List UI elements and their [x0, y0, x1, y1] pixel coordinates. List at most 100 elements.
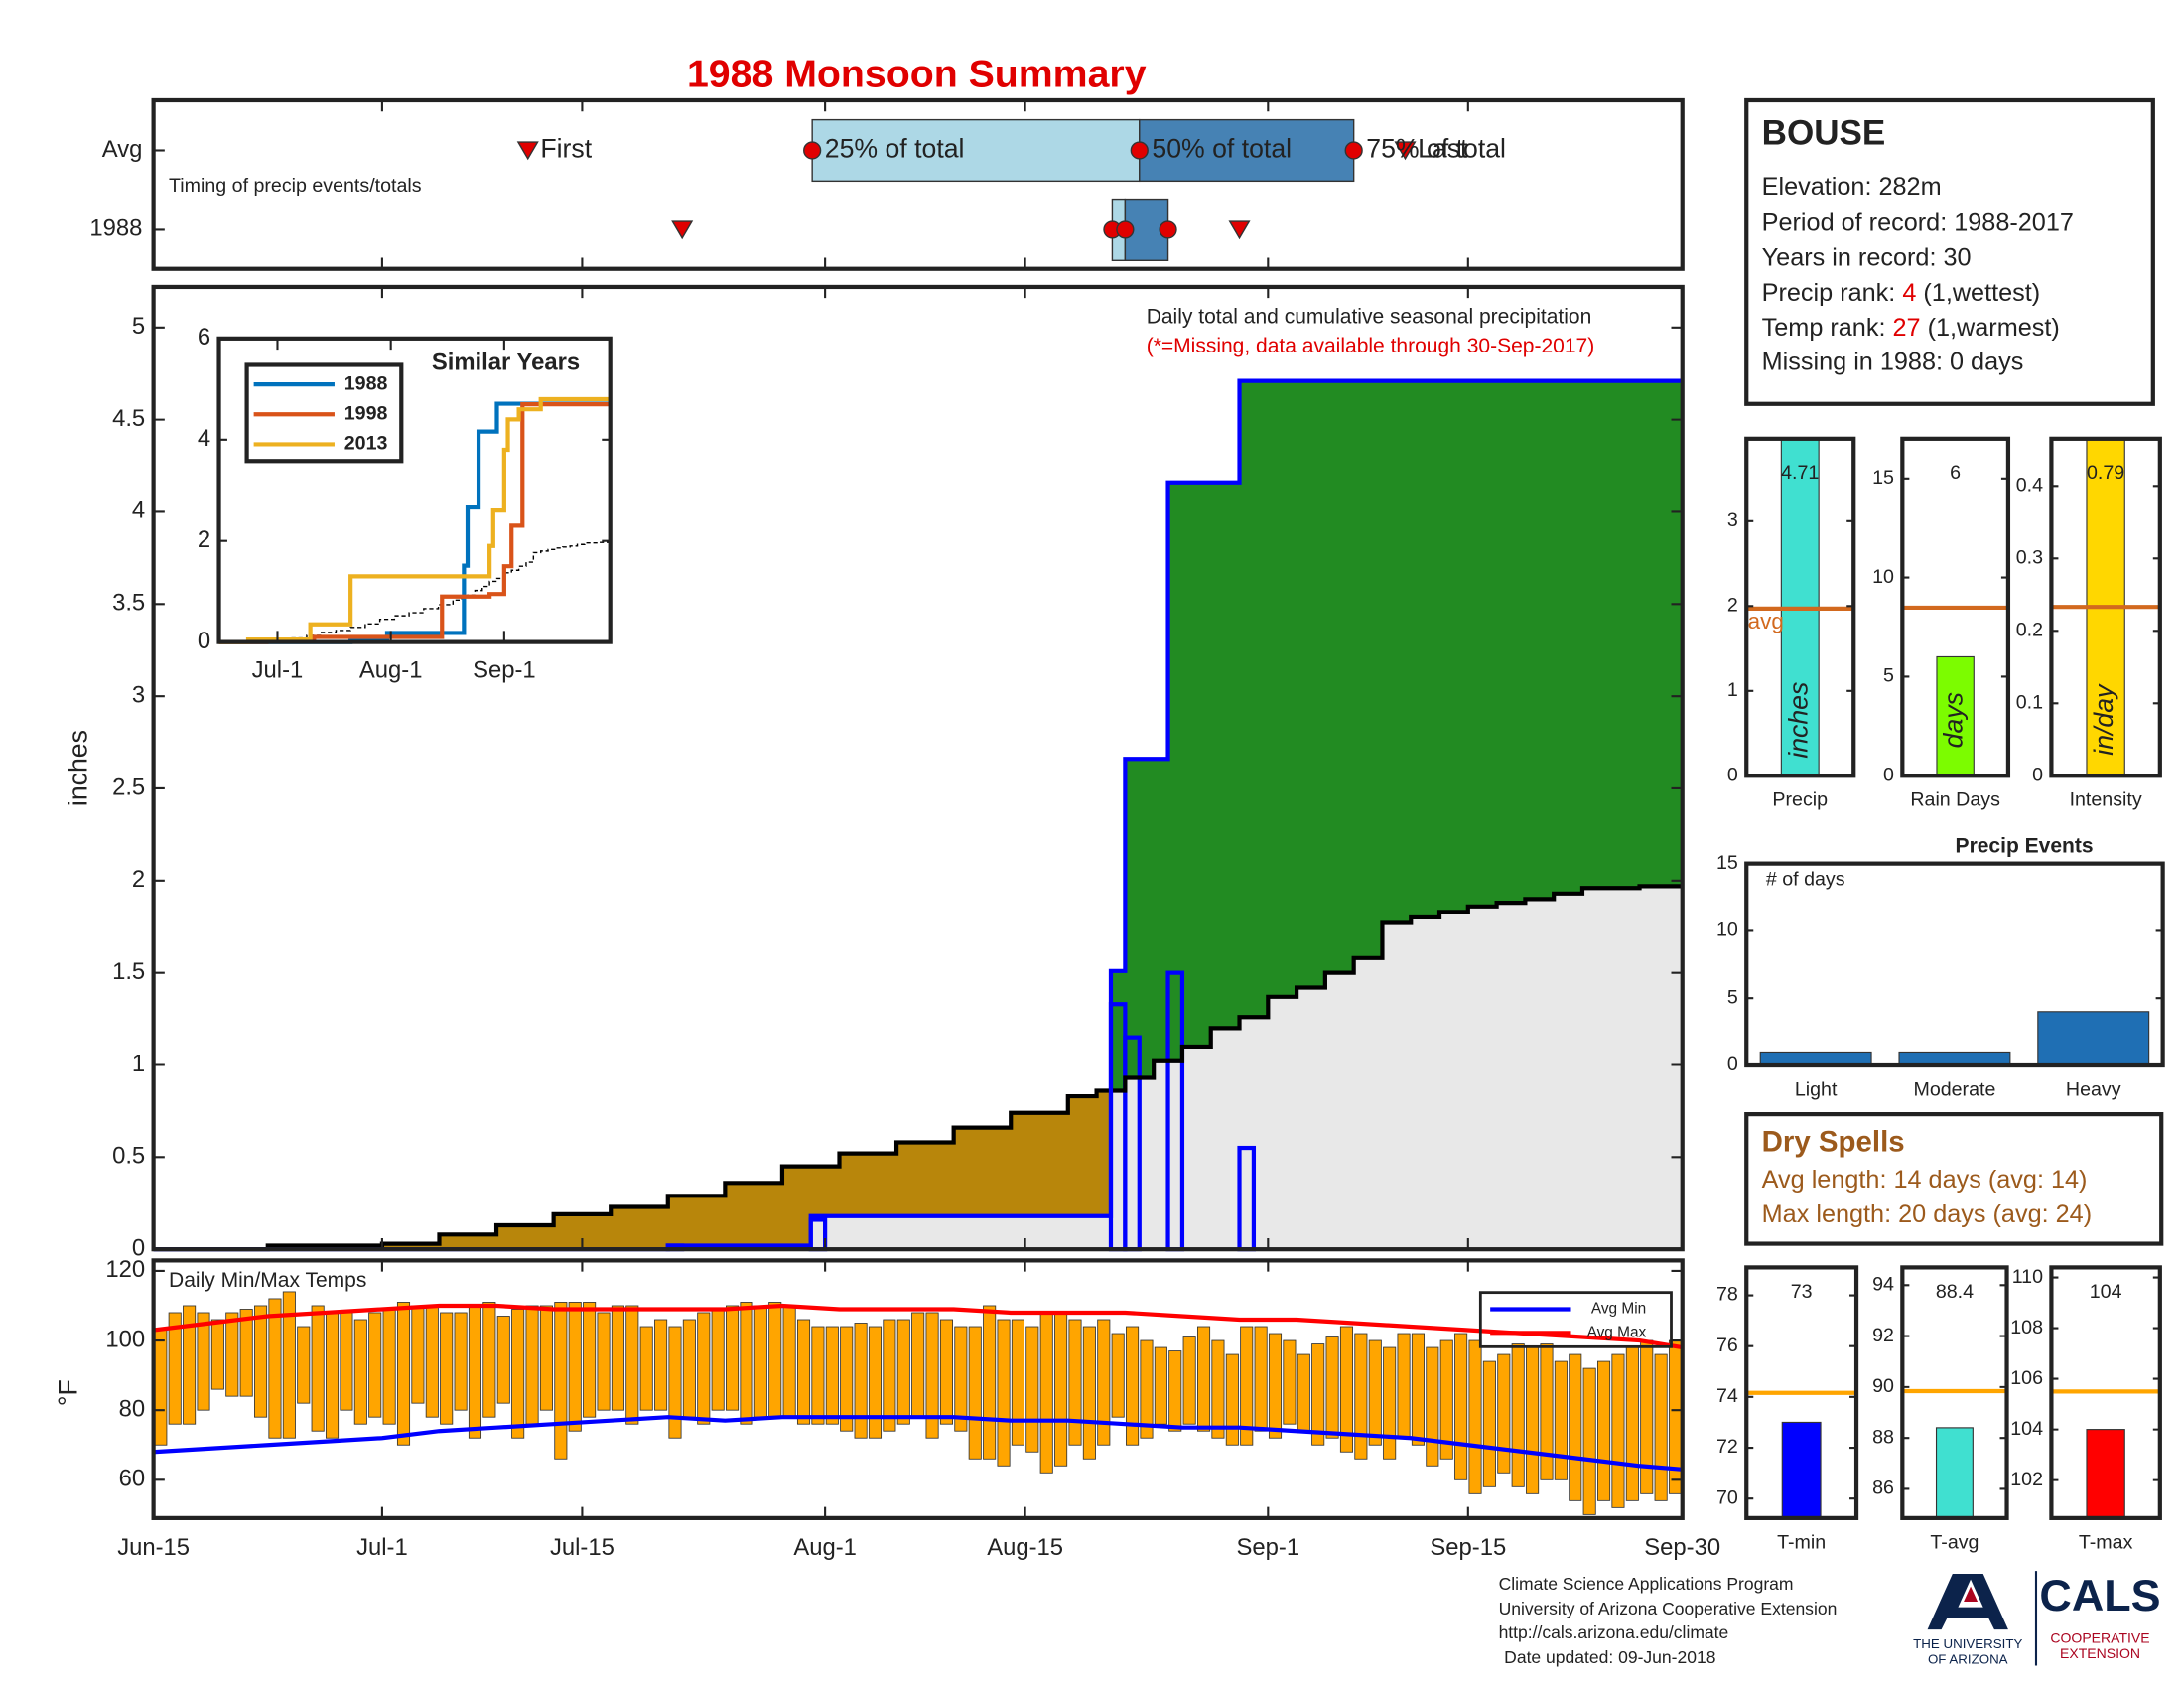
temp-bar — [1654, 1353, 1668, 1501]
value-label: 104 — [2090, 1281, 2122, 1303]
legend-label: Avg Max — [1587, 1324, 1647, 1340]
event-marker — [1394, 141, 1417, 161]
temp-bar — [1397, 1333, 1411, 1439]
y-tick-label: 2 — [198, 526, 210, 553]
temp-bar — [1240, 1326, 1254, 1446]
temp-bar — [1068, 1319, 1082, 1446]
x-tick-label: Jul-15 — [550, 1534, 614, 1561]
event-marker — [1228, 220, 1251, 240]
x-tick-label: Sep-15 — [1430, 1534, 1506, 1561]
temp-bar — [1154, 1346, 1167, 1425]
temp-bar — [168, 1312, 182, 1425]
y-tick-label: 5 — [1883, 665, 1894, 687]
temp-bar — [1511, 1343, 1525, 1487]
temp-bar — [311, 1305, 325, 1432]
temp-bar — [468, 1305, 482, 1439]
temp-bar — [568, 1302, 582, 1432]
y-tick-label: 2.5 — [112, 774, 145, 800]
temp-bar — [1625, 1346, 1639, 1501]
station-line: Missing in 1988: 0 days — [1762, 349, 2024, 376]
plot-frame — [1900, 436, 2011, 778]
temp-bar — [1054, 1312, 1068, 1467]
rank-label: Precip rank: — [1762, 279, 1896, 307]
x-tick-label: Rain Days — [1910, 789, 2000, 811]
y-tick-label: 0 — [1727, 1054, 1738, 1075]
y-tick-label: 120 — [105, 1256, 145, 1283]
ua-text: THE UNIVERSITY — [1913, 1636, 2022, 1651]
temp-bar — [353, 1319, 367, 1425]
x-tick-label: Aug-1 — [793, 1534, 857, 1561]
temp-bar — [1354, 1333, 1368, 1460]
marker-label: 25% of total — [825, 134, 965, 164]
value-label: 4.71 — [1781, 462, 1819, 484]
average-label: avg — [1748, 609, 1784, 633]
ua-logo — [1927, 1573, 2008, 1630]
x-tick-label: Aug-15 — [987, 1534, 1063, 1561]
temp-bar — [1468, 1339, 1482, 1494]
dry-frame — [1744, 1112, 2164, 1246]
temp-bar — [753, 1305, 767, 1418]
temp-bar — [997, 1319, 1011, 1467]
y-tick-label: 0.2 — [2016, 619, 2043, 640]
temp-bar — [925, 1312, 939, 1439]
y-tick-label: 0.3 — [2016, 546, 2043, 568]
y-tick-label: 94 — [1872, 1274, 1894, 1296]
temp-bar — [711, 1309, 725, 1411]
y-tick-label: 15 — [1716, 852, 1738, 874]
y-tick-label: 0 — [132, 1234, 145, 1261]
temp-bar — [425, 1305, 439, 1418]
temp-bar — [796, 1319, 811, 1425]
temp-bar — [1097, 1319, 1111, 1446]
y-tick-label: 86 — [1872, 1477, 1894, 1499]
x-tick-label: Jul-1 — [252, 656, 304, 683]
y-tick-label: 1.5 — [112, 958, 145, 985]
temp-bar — [1554, 1360, 1568, 1480]
plot-frame — [2049, 436, 2162, 778]
temp-bar — [583, 1302, 597, 1418]
x-tick-label: Intensity — [2070, 789, 2142, 811]
total-marker — [803, 141, 822, 160]
plot-frame — [151, 97, 1685, 271]
note: Daily total and cumulative seasonal prec… — [1147, 305, 1592, 328]
plot-frame — [151, 1258, 1685, 1520]
temp-bar — [454, 1312, 468, 1411]
x-tick-label: Sep-30 — [1644, 1534, 1720, 1561]
y-tick-label: 4.5 — [112, 405, 145, 432]
y-tick-label: 0 — [2032, 764, 2043, 785]
temp-rank: Temp rank: 27 (1,warmest) — [1762, 314, 2060, 342]
temp-bar — [1211, 1339, 1225, 1439]
y-tick-label: 0.1 — [2016, 691, 2043, 713]
temp-bar — [597, 1312, 611, 1411]
event-marker — [671, 220, 694, 240]
marker-label: 75% of total — [1366, 134, 1506, 164]
overlap-area — [153, 886, 1683, 1250]
footer-line: http://cals.arizona.edu/climate — [1499, 1622, 1729, 1642]
y-axis-label: °F — [54, 1379, 83, 1406]
x-tick-label: Precip — [1772, 789, 1828, 811]
legend-box — [1478, 1291, 1673, 1348]
x-tick-label: T-min — [1777, 1531, 1826, 1553]
temp-bar — [1283, 1339, 1297, 1425]
temp-bar — [183, 1305, 197, 1425]
station-line: Elevation: 282m — [1762, 173, 1942, 201]
y-tick-label: 92 — [1872, 1325, 1894, 1346]
footer: Climate Science Applications Program Uni… — [1499, 1570, 2161, 1667]
legend-label: 2013 — [344, 433, 388, 455]
temp-bar — [939, 1319, 953, 1425]
temp-bar — [896, 1319, 910, 1425]
x-tick-label: Aug-1 — [359, 656, 423, 683]
ext-text: EXTENSION — [2060, 1645, 2140, 1661]
ua-text: OF ARIZONA — [1928, 1651, 2008, 1666]
x-tick-label: Sep-1 — [1237, 1534, 1300, 1561]
y-tick-label: 2 — [132, 866, 145, 893]
temp-bar — [1168, 1350, 1182, 1432]
temp-bar — [968, 1326, 982, 1460]
y-tick-label: 60 — [119, 1466, 146, 1492]
temp-bar — [1082, 1326, 1096, 1460]
inset-title: Similar Years — [432, 349, 580, 375]
rank-value: 4 — [1902, 279, 1916, 307]
temp-bar — [1383, 1346, 1397, 1460]
y-tick-label: 5 — [132, 313, 145, 340]
dry-line: Max length: 20 days (avg: 24) — [1762, 1200, 2092, 1228]
temp-bar — [539, 1305, 553, 1411]
